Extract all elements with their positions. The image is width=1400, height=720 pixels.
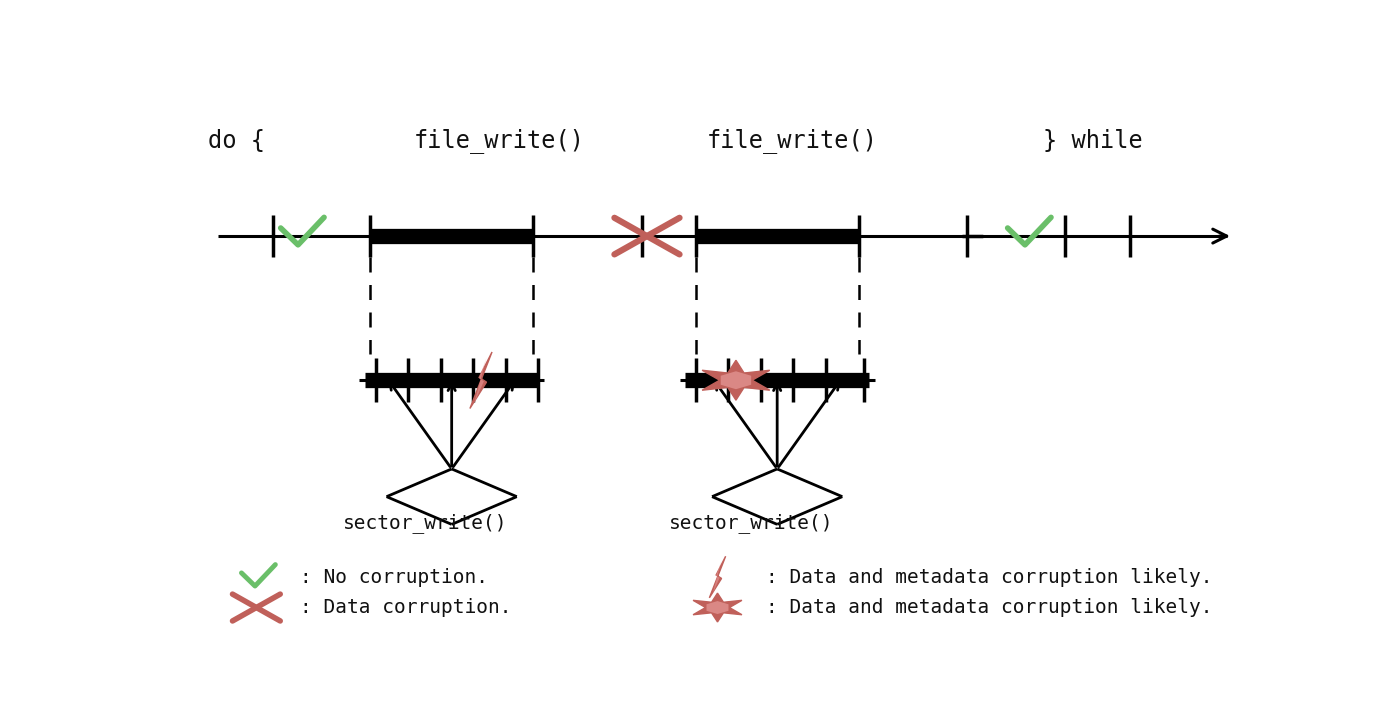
Polygon shape [713,560,721,594]
Text: file_write(): file_write() [414,128,585,153]
Polygon shape [703,360,770,400]
Polygon shape [721,372,752,390]
Text: } while: } while [1043,129,1142,153]
Polygon shape [475,358,487,403]
Text: file_write(): file_write() [707,128,878,153]
Text: : Data and metadata corruption likely.: : Data and metadata corruption likely. [766,567,1212,587]
Polygon shape [710,557,725,598]
Polygon shape [707,601,728,614]
Text: : Data and metadata corruption likely.: : Data and metadata corruption likely. [766,598,1212,617]
Polygon shape [470,352,491,408]
Text: : Data corruption.: : Data corruption. [300,598,511,617]
Text: sector_write(): sector_write() [669,513,833,533]
Text: : No corruption.: : No corruption. [300,567,487,587]
Text: sector_write(): sector_write() [343,513,508,533]
Polygon shape [693,593,742,622]
Text: do {: do { [207,129,265,153]
